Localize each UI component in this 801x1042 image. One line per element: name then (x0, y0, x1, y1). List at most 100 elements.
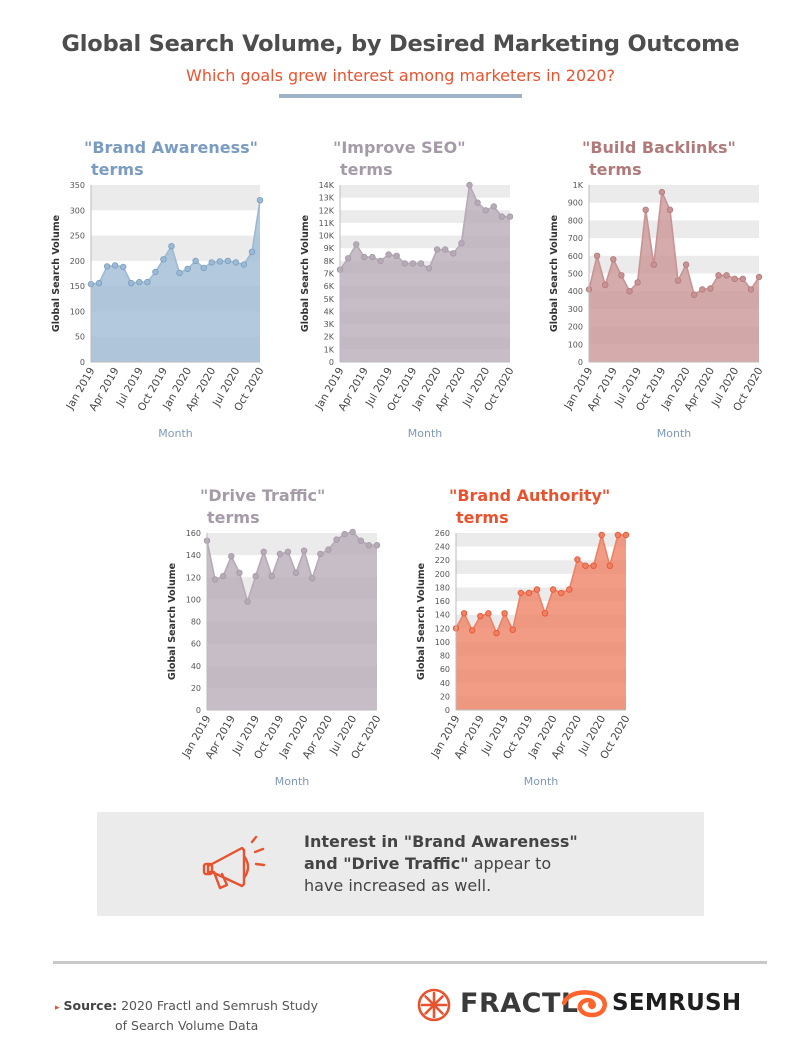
y-tick-label: 160 (186, 529, 201, 538)
y-tick-label: 10K (319, 232, 335, 241)
data-point (602, 281, 609, 289)
data-point (401, 260, 408, 267)
data-point (95, 279, 103, 287)
data-point (482, 207, 489, 214)
data-point (755, 273, 763, 281)
data-point (228, 553, 235, 560)
y-tick-label: 13K (319, 194, 335, 203)
y-tick-label: 6K (324, 282, 335, 291)
series-area (340, 185, 510, 362)
callout-line-2-bold: and "Drive Traffic" (304, 854, 469, 873)
data-point (634, 279, 641, 286)
page-title: Global Search Volume, by Desired Marketi… (61, 31, 740, 57)
data-point (236, 569, 243, 576)
data-point (493, 629, 500, 637)
y-tick-label: 14K (319, 181, 335, 190)
y-tick-label: 200 (568, 323, 583, 332)
y-tick-label: 160 (435, 597, 450, 606)
data-point (369, 253, 376, 261)
callout-line-1: Interest in "Brand Awareness" (304, 832, 578, 851)
x-axis-label: Month (158, 427, 193, 440)
data-point (674, 277, 682, 284)
y-tick-label: 100 (186, 595, 201, 604)
data-point (458, 239, 465, 247)
data-point (541, 610, 549, 617)
y-tick-label: 12K (319, 206, 335, 215)
callout-text: Interest in "Brand Awareness" and "Drive… (304, 831, 634, 897)
source-note: ▸ Source: 2020 Fractl and Semrush Study o… (55, 997, 318, 1035)
y-tick-label: 900 (568, 199, 583, 208)
chart-title-line-1: "Brand Authority" (449, 486, 610, 505)
series-line (339, 182, 510, 271)
y-tick-label: 220 (435, 556, 450, 565)
data-point (517, 589, 524, 597)
data-point (450, 250, 457, 257)
x-axis-label: Month (275, 775, 310, 788)
data-point (409, 260, 417, 267)
y-tick-label: 40 (191, 662, 201, 671)
chart-title-line-1: "Brand Awareness" (84, 138, 258, 157)
y-tick-label: 100 (435, 638, 450, 647)
semrush-logo-icon (562, 990, 607, 1018)
data-point (425, 265, 433, 272)
y-tick-label: 300 (568, 305, 583, 314)
data-point (260, 548, 267, 555)
data-point (292, 569, 300, 576)
data-point (393, 252, 400, 259)
y-tick-label: 4K (324, 307, 335, 316)
data-point (533, 586, 541, 593)
data-point (739, 275, 746, 282)
data-point (300, 547, 308, 554)
data-point (723, 272, 730, 279)
y-tick-label: 8K (324, 257, 335, 266)
source-line-2: of Search Volume Data (115, 1018, 259, 1033)
y-tick-label: 0 (445, 706, 450, 715)
data-point (598, 531, 605, 539)
data-point (184, 265, 191, 273)
data-point (707, 285, 714, 292)
chart-title-line-1: "Improve SEO" (333, 138, 466, 157)
data-point (501, 610, 508, 617)
data-point (498, 213, 506, 220)
y-tick-label: 260 (435, 529, 450, 538)
data-point (309, 575, 316, 582)
y-tick-label: 350 (70, 181, 85, 190)
y-tick-label: 1K (324, 345, 335, 354)
y-axis-label: Global Search Volume (549, 215, 560, 332)
y-tick-label: 300 (70, 206, 85, 215)
bullet-icon: ▸ (55, 1003, 60, 1013)
data-point (333, 536, 340, 543)
data-point (103, 263, 111, 270)
data-point (219, 572, 227, 580)
y-tick-label: 140 (435, 611, 450, 620)
y-tick-label: 100 (70, 307, 85, 316)
y-tick-label: 180 (435, 583, 450, 592)
chart-title-line-1: "Drive Traffic" (200, 486, 325, 505)
grid-band (91, 235, 260, 261)
data-point (248, 248, 256, 255)
data-point (349, 528, 356, 536)
series-area (207, 531, 377, 710)
y-tick-label: 800 (568, 216, 583, 225)
y-tick-label: 200 (435, 570, 450, 579)
y-tick-label: 9K (324, 244, 335, 253)
data-point (699, 286, 706, 293)
data-point (666, 206, 674, 213)
y-tick-label: 0 (578, 358, 583, 367)
data-point (747, 286, 755, 293)
y-tick-label: 120 (435, 624, 450, 633)
data-point (365, 542, 373, 549)
fractl-logo-icon (417, 988, 451, 1022)
data-point (682, 261, 690, 268)
data-point (385, 251, 392, 258)
y-tick-label: 11K (319, 219, 335, 228)
data-point (642, 206, 649, 213)
data-point (216, 258, 223, 265)
data-point (160, 256, 167, 263)
series-area (91, 200, 260, 362)
callout-line-2-rest: appear to (468, 854, 552, 873)
data-point (506, 213, 514, 220)
y-tick-label: 1K (573, 181, 584, 190)
y-tick-label: 0 (329, 358, 334, 367)
callout-box: Interest in "Brand Awareness" and "Drive… (97, 812, 704, 916)
